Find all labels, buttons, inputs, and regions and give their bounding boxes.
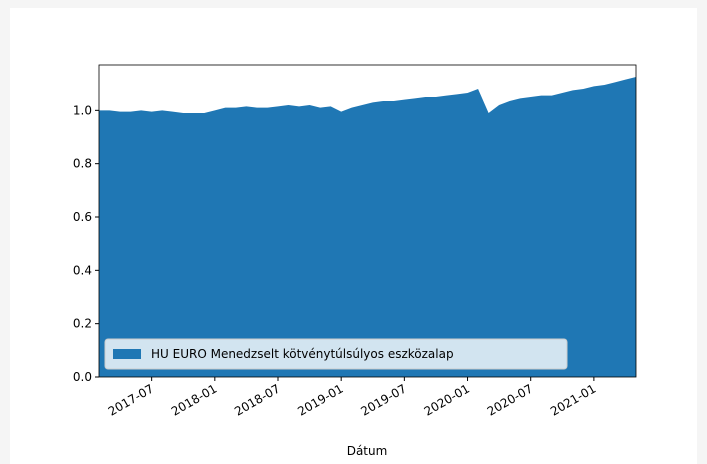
y-tick-label: 1.0: [73, 103, 92, 117]
area: [99, 77, 636, 377]
plot-frame: [98, 64, 637, 378]
y-tick-label: 0.6: [73, 210, 92, 224]
legend-swatch: [113, 349, 141, 359]
y-tick-label: 0.2: [73, 317, 92, 331]
legend-box: [104, 338, 568, 370]
legend: HU EURO Menedzselt kötvénytúlsúlyos eszk…: [104, 338, 568, 370]
x-axis-label: Dátum: [347, 444, 388, 458]
y-tick-label: 0.8: [73, 157, 92, 171]
y-tick-label: 0.0: [73, 370, 92, 384]
y-tick-label: 0.4: [73, 263, 92, 277]
legend-label: HU EURO Menedzselt kötvénytúlsúlyos eszk…: [151, 347, 454, 361]
